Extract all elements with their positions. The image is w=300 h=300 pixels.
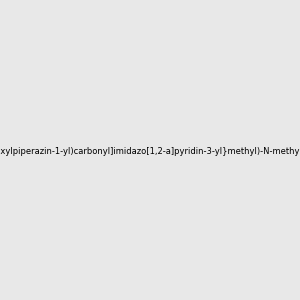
Text: N-({2-[(4-cyclohexylpiperazin-1-yl)carbonyl]imidazo[1,2-a]pyridin-3-yl}methyl)-N: N-({2-[(4-cyclohexylpiperazin-1-yl)carbo… [0, 147, 300, 156]
